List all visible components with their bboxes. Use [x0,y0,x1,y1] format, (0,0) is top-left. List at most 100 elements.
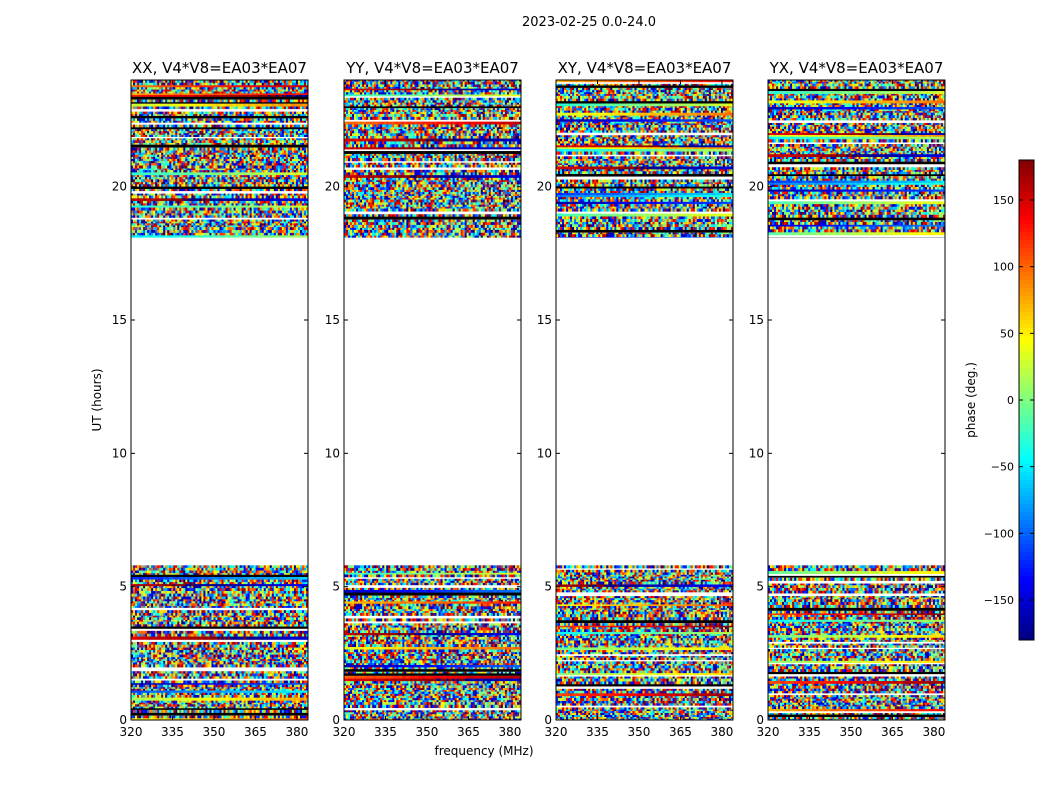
colorbar-segment [1019,340,1034,345]
colorbar-segment [1019,224,1034,229]
colorbar-segment [1019,312,1034,317]
colorbar-segment [1019,536,1034,541]
x-tick-label: 320 [757,725,780,739]
colorbar-segment [1019,328,1034,333]
y-tick-label: 5 [332,580,340,594]
colorbar-tick-label: 0 [1007,394,1014,407]
colorbar-segment [1019,452,1034,457]
colorbar-segment [1019,232,1034,237]
colorbar-segment [1019,432,1034,437]
colorbar-segment [1019,580,1034,585]
x-tick-label: 380 [922,725,945,739]
y-tick-label: 15 [749,313,764,327]
colorbar-tick-label: 100 [993,261,1014,274]
panel-yx: YX, V4*V8=EA03*EA07 320 335 350 365 380 0 5 10 15… [749,59,946,739]
colorbar-segment [1019,492,1034,497]
colorbar-segment [1019,252,1034,257]
y-tick-label: 10 [325,446,340,460]
colorbar-segment [1019,220,1034,225]
x-tick-label: 380 [498,725,521,739]
colorbar-segment [1019,172,1034,177]
colorbar-segment [1019,184,1034,189]
y-tick-label: 10 [112,446,127,460]
colorbar-segment [1019,380,1034,385]
y-tick-label: 20 [112,180,127,194]
x-tick-label: 365 [244,725,267,739]
colorbar: −150 −100 −50 0 50 100 150 [984,159,1035,641]
colorbar-segment [1019,164,1034,169]
x-tick-label: 365 [881,725,904,739]
colorbar-segment [1019,352,1034,357]
y-tick-label: 0 [756,713,764,727]
colorbar-segment [1019,292,1034,297]
colorbar-segment [1019,356,1034,361]
colorbar-segment [1019,612,1034,617]
colorbar-segment [1019,216,1034,221]
phase-heatmap [131,80,309,721]
colorbar-segment [1019,344,1034,349]
colorbar-segment [1019,568,1034,573]
phase-heatmap [556,80,734,721]
x-tick-label: 335 [374,725,397,739]
x-tick-label: 350 [416,725,439,739]
y-tick-label: 15 [112,313,127,327]
colorbar-segment [1019,484,1034,489]
colorbar-segment [1019,528,1034,533]
x-tick-label: 320 [333,725,356,739]
x-tick-label: 335 [161,725,184,739]
colorbar-segment [1019,480,1034,485]
x-tick-label: 365 [457,725,480,739]
colorbar-segment [1019,176,1034,181]
colorbar-segment [1019,204,1034,209]
x-tick-label: 380 [710,725,733,739]
colorbar-segment [1019,308,1034,313]
colorbar-segment [1019,600,1034,605]
y-tick-label: 20 [537,180,552,194]
colorbar-segment [1019,160,1034,165]
colorbar-segment [1019,396,1034,401]
colorbar-segment [1019,524,1034,529]
colorbar-segment [1019,296,1034,301]
colorbar-segment [1019,256,1034,261]
panel-title: XX, V4*V8=EA03*EA07 [132,59,307,77]
colorbar-segment [1019,428,1034,433]
panel-xy: XY, V4*V8=EA03*EA07 320 335 350 365 380 0 5 10 15… [537,59,734,739]
phase-heatmap [768,80,946,721]
colorbar-segment [1019,628,1034,633]
colorbar-segment [1019,636,1034,641]
colorbar-tick-label: −150 [984,594,1014,607]
colorbar-segment [1019,264,1034,269]
colorbar-segment [1019,192,1034,197]
colorbar-segment [1019,180,1034,185]
colorbar-segment [1019,240,1034,245]
colorbar-segment [1019,420,1034,425]
colorbar-segment [1019,372,1034,377]
colorbar-segment [1019,476,1034,481]
colorbar-segment [1019,472,1034,477]
colorbar-segment [1019,488,1034,493]
colorbar-segment [1019,188,1034,193]
y-tick-label: 10 [537,446,552,460]
x-tick-label: 365 [669,725,692,739]
colorbar-tick-label: 150 [993,194,1014,207]
x-tick-label: 320 [545,725,568,739]
colorbar-segment [1019,196,1034,201]
colorbar-segment [1019,572,1034,577]
colorbar-segment [1019,560,1034,565]
colorbar-segment [1019,336,1034,341]
colorbar-segment [1019,332,1034,337]
y-tick-label: 5 [544,580,552,594]
colorbar-segment [1019,440,1034,445]
x-tick-label: 335 [586,725,609,739]
colorbar-segment [1019,364,1034,369]
colorbar-segment [1019,556,1034,561]
y-tick-label: 15 [537,313,552,327]
colorbar-segment [1019,532,1034,537]
colorbar-segment [1019,416,1034,421]
panel-title: YX, V4*V8=EA03*EA07 [769,59,944,77]
colorbar-segment [1019,620,1034,625]
colorbar-segment [1019,212,1034,217]
colorbar-segment [1019,228,1034,233]
y-tick-label: 0 [332,713,340,727]
colorbar-segment [1019,564,1034,569]
